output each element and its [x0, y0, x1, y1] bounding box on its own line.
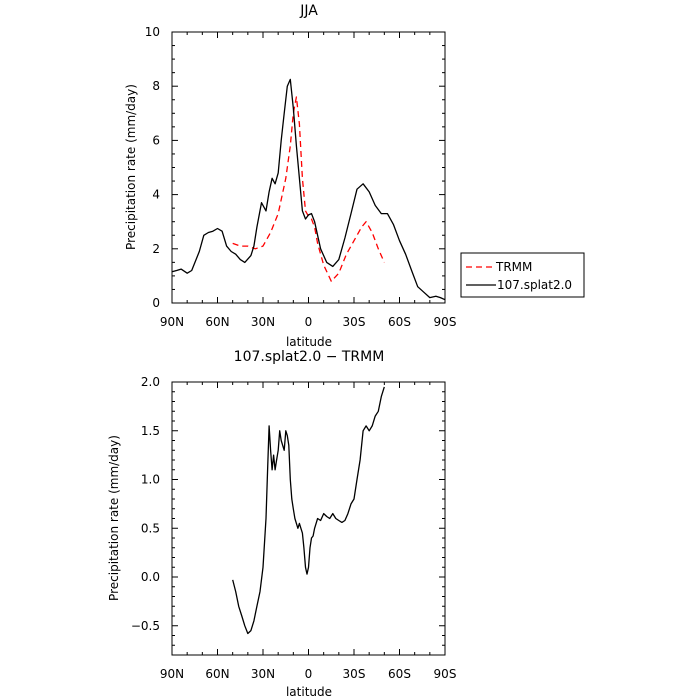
chart-top-y-axis-label: Precipitation rate (mm/day) [124, 84, 138, 250]
y-tick-label: 2.0 [141, 375, 160, 389]
chart-bottom-x-ticks: 90N 60N 30N 0 30S 60S 90S [160, 382, 457, 681]
x-tick-label: 30N [251, 667, 275, 681]
x-tick-label: 30N [251, 315, 275, 329]
x-tick-label: 60N [205, 315, 229, 329]
x-tick-label: 30S [343, 667, 366, 681]
chart-top-legend: TRMM 107.splat2.0 [460, 252, 585, 298]
y-tick-label: 6 [152, 133, 160, 147]
chart-top-x-axis-label: latitude [286, 335, 332, 349]
y-tick-label: 0.0 [141, 570, 160, 584]
y-tick-label: 1.0 [141, 473, 160, 487]
legend-label-107-splat2-0: 107.splat2.0 [497, 278, 572, 292]
chart-bottom-title: 107.splat2.0 − TRMM [234, 349, 385, 365]
series-line-107-splat2-0 [171, 78, 446, 301]
legend-label-trmm: TRMM [495, 260, 532, 274]
series-line-107-splat2-0-trmm [232, 386, 385, 635]
x-tick-label: 0 [305, 315, 313, 329]
x-tick-label: 90S [434, 667, 457, 681]
chart-bottom: 107.splat2.0 − TRMM 90N 60N 30N 0 30S 60S 90S … [107, 349, 456, 699]
x-tick-label: 90S [434, 315, 457, 329]
series-line-trmm [232, 96, 385, 282]
chart-bottom-y-axis-label: Precipitation rate (mm/day) [107, 435, 121, 601]
x-tick-label: 90N [160, 667, 184, 681]
legend-box [460, 252, 585, 298]
x-tick-label: 60S [388, 315, 411, 329]
y-tick-label: 0.5 [141, 521, 160, 535]
x-tick-label: 0 [305, 667, 313, 681]
chart-top: JJA 90N 60N 30N 0 30S 60S 90S 0 2 4 6 8 10 latitude… [124, 3, 585, 349]
x-tick-label: 90N [160, 315, 184, 329]
x-tick-label: 60S [388, 667, 411, 681]
x-tick-label: 30S [343, 315, 366, 329]
y-tick-label: −0.5 [131, 619, 160, 633]
chart-top-y-ticks: 0 2 4 6 8 10 [145, 25, 445, 310]
y-tick-label: 0 [152, 296, 160, 310]
chart-bottom-y-ticks: −0.5 0.0 0.5 1.0 1.5 2.0 [131, 375, 445, 656]
chart-bottom-x-axis-label: latitude [286, 685, 332, 699]
y-tick-label: 10 [145, 25, 160, 39]
y-tick-label: 4 [152, 188, 160, 202]
y-tick-label: 1.5 [141, 424, 160, 438]
chart-bottom-plot-frame [171, 381, 446, 656]
y-tick-label: 2 [152, 242, 160, 256]
chart-top-series [171, 78, 446, 301]
chart-top-x-ticks: 90N 60N 30N 0 30S 60S 90S [160, 32, 457, 329]
chart-bottom-series [232, 386, 385, 635]
chart-top-title: JJA [299, 3, 318, 19]
y-tick-label: 8 [152, 79, 160, 93]
x-tick-label: 60N [205, 667, 229, 681]
chart-top-plot-frame [171, 31, 446, 304]
